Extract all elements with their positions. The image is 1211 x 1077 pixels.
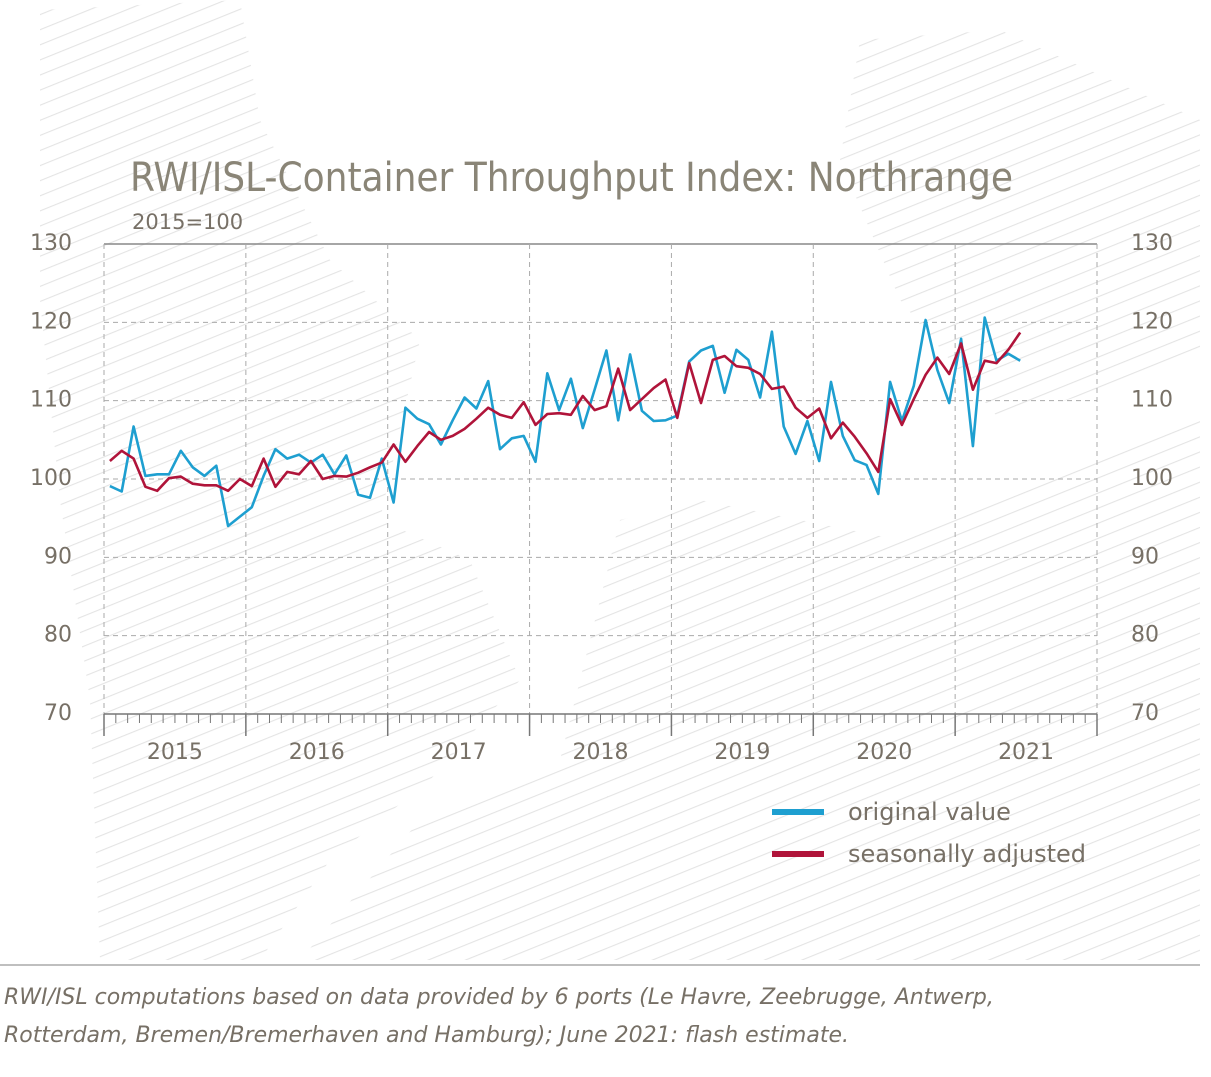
footnote: RWI/ISL computations based on data provi… [4, 985, 994, 1010]
y2-tick-label: 80 [1131, 623, 1159, 648]
subtitle: 2015=100 [132, 210, 243, 234]
y-tick-label: 110 [30, 388, 72, 413]
y2-tick-label: 100 [1131, 466, 1173, 491]
y2-tick-label: 120 [1131, 309, 1173, 334]
series-line [109, 316, 1021, 528]
x-tick-label: 2015 [147, 740, 203, 765]
series-line [109, 331, 1022, 493]
y-tick-label: 130 [30, 231, 72, 256]
legend-label: seasonally adjusted [848, 840, 1086, 868]
y-tick-label: 120 [30, 309, 72, 334]
x-tick-label: 2018 [573, 740, 629, 765]
x-tick-label: 2016 [289, 740, 345, 765]
y-tick-label: 90 [44, 544, 72, 569]
x-tick-label: 2017 [431, 740, 487, 765]
x-tick-label: 2021 [998, 740, 1054, 765]
y-tick-label: 100 [30, 466, 72, 491]
y-tick-label: 80 [44, 623, 72, 648]
x-tick-label: 2019 [714, 740, 770, 765]
y2-tick-label: 130 [1131, 231, 1173, 256]
y2-tick-label: 110 [1131, 388, 1173, 413]
footnote: Rotterdam, Bremen/Bremerhaven and Hambur… [4, 1023, 849, 1048]
y-tick-label: 70 [44, 701, 72, 726]
legend-label: original value [848, 798, 1011, 826]
chart-title: RWI/ISL-Container Throughput Index: Nort… [130, 155, 1013, 201]
y2-tick-label: 70 [1131, 701, 1159, 726]
y2-tick-label: 90 [1131, 544, 1159, 569]
x-tick-label: 2020 [856, 740, 912, 765]
background-map [40, 0, 1200, 960]
